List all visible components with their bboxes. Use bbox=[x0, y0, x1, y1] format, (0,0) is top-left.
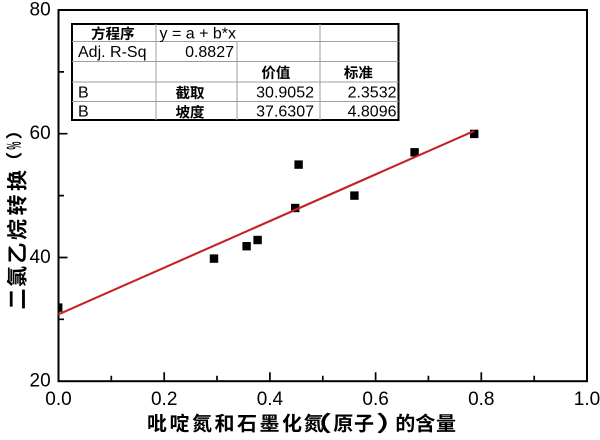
svg-text:0.2: 0.2 bbox=[151, 389, 177, 410]
svg-text:1.0: 1.0 bbox=[574, 389, 600, 410]
svg-text:B: B bbox=[78, 104, 89, 121]
svg-text:4.8096: 4.8096 bbox=[348, 104, 397, 121]
svg-text:0.8827: 0.8827 bbox=[185, 44, 234, 61]
svg-text:40: 40 bbox=[30, 247, 51, 268]
svg-text:0.6: 0.6 bbox=[362, 389, 388, 410]
svg-text:B: B bbox=[78, 84, 89, 101]
svg-text:60: 60 bbox=[30, 123, 51, 144]
svg-text:30.9052: 30.9052 bbox=[256, 84, 314, 101]
svg-text:0.8: 0.8 bbox=[468, 389, 494, 410]
svg-text:0.4: 0.4 bbox=[257, 389, 284, 410]
svg-text:80: 80 bbox=[30, 0, 51, 21]
svg-text:Adj. R-Sq: Adj. R-Sq bbox=[78, 44, 146, 61]
svg-text:37.6307: 37.6307 bbox=[256, 104, 314, 121]
svg-text:0.0: 0.0 bbox=[45, 389, 71, 410]
svg-text:20: 20 bbox=[30, 371, 51, 392]
svg-text:y = a + b*x: y = a + b*x bbox=[160, 25, 237, 42]
svg-text:2.3532: 2.3532 bbox=[348, 84, 397, 101]
